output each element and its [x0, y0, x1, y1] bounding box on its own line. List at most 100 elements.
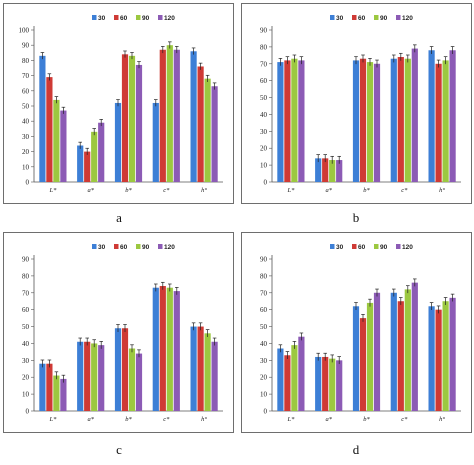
legend-label-120: 120	[402, 15, 413, 22]
x-tick-label: c*	[401, 187, 408, 194]
x-tick-label: h°	[201, 187, 207, 194]
bar	[435, 63, 442, 182]
y-tick-label: 0	[26, 179, 30, 187]
y-tick-label: 60	[22, 87, 30, 95]
bar	[373, 292, 381, 411]
bar	[39, 363, 46, 411]
y-tick-label: 100	[19, 27, 30, 35]
legend-label-60: 60	[120, 15, 128, 22]
y-tick-label: 40	[22, 118, 30, 126]
x-tick-label: c*	[401, 416, 408, 423]
bar	[315, 158, 322, 182]
y-tick-label: 20	[22, 374, 30, 382]
bar	[411, 282, 418, 411]
bar	[98, 122, 105, 182]
bar	[46, 363, 53, 411]
caption-d: d	[352, 442, 360, 457]
bar	[449, 50, 456, 183]
y-tick-label: 50	[22, 323, 30, 331]
legend-label-30: 30	[336, 15, 344, 22]
chart-panel-c: 30 60 90 120 0 10 20 30 40 50 60 70 80 90 L* a* b* c* h°	[3, 232, 234, 433]
legend-swatch-120	[158, 15, 163, 20]
bar	[39, 55, 46, 183]
bar	[298, 60, 305, 182]
bar	[60, 110, 67, 182]
x-tick-label: a*	[325, 416, 332, 423]
bar	[390, 58, 397, 182]
bar	[114, 328, 122, 411]
legend-label-90: 90	[142, 244, 150, 251]
legend-swatch-30	[92, 15, 97, 20]
bar	[366, 302, 374, 411]
bar	[397, 301, 404, 411]
y-tick-label: 50	[22, 103, 30, 111]
legend-label-30: 30	[336, 244, 344, 251]
bar	[428, 50, 435, 183]
y-tick-label: 70	[260, 289, 268, 297]
bar	[152, 287, 159, 411]
legend-swatch-30	[330, 15, 335, 20]
bar	[298, 336, 305, 411]
bar	[435, 309, 442, 411]
bar	[152, 102, 159, 182]
bar	[84, 341, 91, 411]
bar-chart-a: 30 60 90 120 0 10 20 30 40 50 60 70 80 90 100 L* a* b* c* h…	[19, 15, 223, 194]
y-tick-label: 30	[260, 357, 268, 365]
bar	[135, 353, 143, 411]
bar	[53, 99, 60, 182]
bar	[366, 62, 374, 182]
bar	[211, 341, 218, 411]
legend-label-120: 120	[164, 15, 175, 22]
legend-label-120: 120	[164, 244, 175, 251]
bar-chart-b: 30 60 90 120 0 10 20 30 40 50 60 70 80 90 L* a* b* c* h°	[260, 15, 461, 194]
legend-label-30: 30	[98, 15, 106, 22]
x-tick-label: L*	[48, 416, 57, 423]
bar	[291, 58, 298, 182]
legend-swatch-90	[374, 244, 379, 249]
bar	[114, 102, 122, 182]
bar	[428, 306, 435, 411]
y-tick-label: 20	[22, 148, 30, 156]
legend-swatch-90	[136, 15, 141, 20]
bar	[190, 326, 197, 411]
legend-swatch-120	[396, 244, 401, 249]
bar	[329, 160, 336, 182]
bar	[190, 51, 197, 182]
bar	[336, 160, 343, 182]
y-tick-label: 90	[22, 42, 30, 50]
x-tick-label: h°	[439, 416, 445, 423]
bar	[135, 64, 143, 182]
y-tick-label: 40	[260, 340, 268, 348]
bar	[442, 301, 449, 411]
y-tick-label: 90	[22, 256, 30, 264]
x-tick-label: h°	[201, 416, 207, 423]
bar	[211, 86, 218, 182]
bar	[322, 356, 329, 411]
bar	[404, 289, 411, 411]
bar-chart-d: 30 60 90 120 0 10 20 30 40 50 60 70 80 90 L* a* b* c* h°	[260, 244, 461, 423]
bar	[315, 356, 322, 411]
chart-panel-d: 30 60 90 120 0 10 20 30 40 50 60 70 80 90 L* a* b* c* h°	[241, 232, 472, 433]
bar	[60, 378, 67, 411]
x-tick-label: c*	[163, 416, 170, 423]
legend-label-90: 90	[380, 244, 388, 251]
bar	[204, 333, 211, 411]
y-tick-label: 10	[260, 391, 268, 399]
bar	[329, 358, 336, 411]
bar	[284, 355, 291, 411]
y-tick-label: 60	[260, 77, 268, 85]
y-tick-label: 10	[22, 391, 30, 399]
y-tick-label: 80	[260, 43, 268, 51]
x-tick-label: b*	[363, 416, 370, 423]
bar	[277, 62, 284, 182]
x-tick-label: b*	[363, 187, 370, 194]
bar	[128, 55, 136, 183]
x-tick-label: a*	[87, 187, 94, 194]
y-tick-label: 30	[260, 128, 268, 136]
bar	[166, 45, 173, 183]
caption-a: a	[116, 210, 122, 225]
legend-swatch-120	[158, 244, 163, 249]
bar	[336, 360, 343, 411]
legend-swatch-60	[352, 15, 357, 20]
x-tick-label: L*	[286, 416, 295, 423]
